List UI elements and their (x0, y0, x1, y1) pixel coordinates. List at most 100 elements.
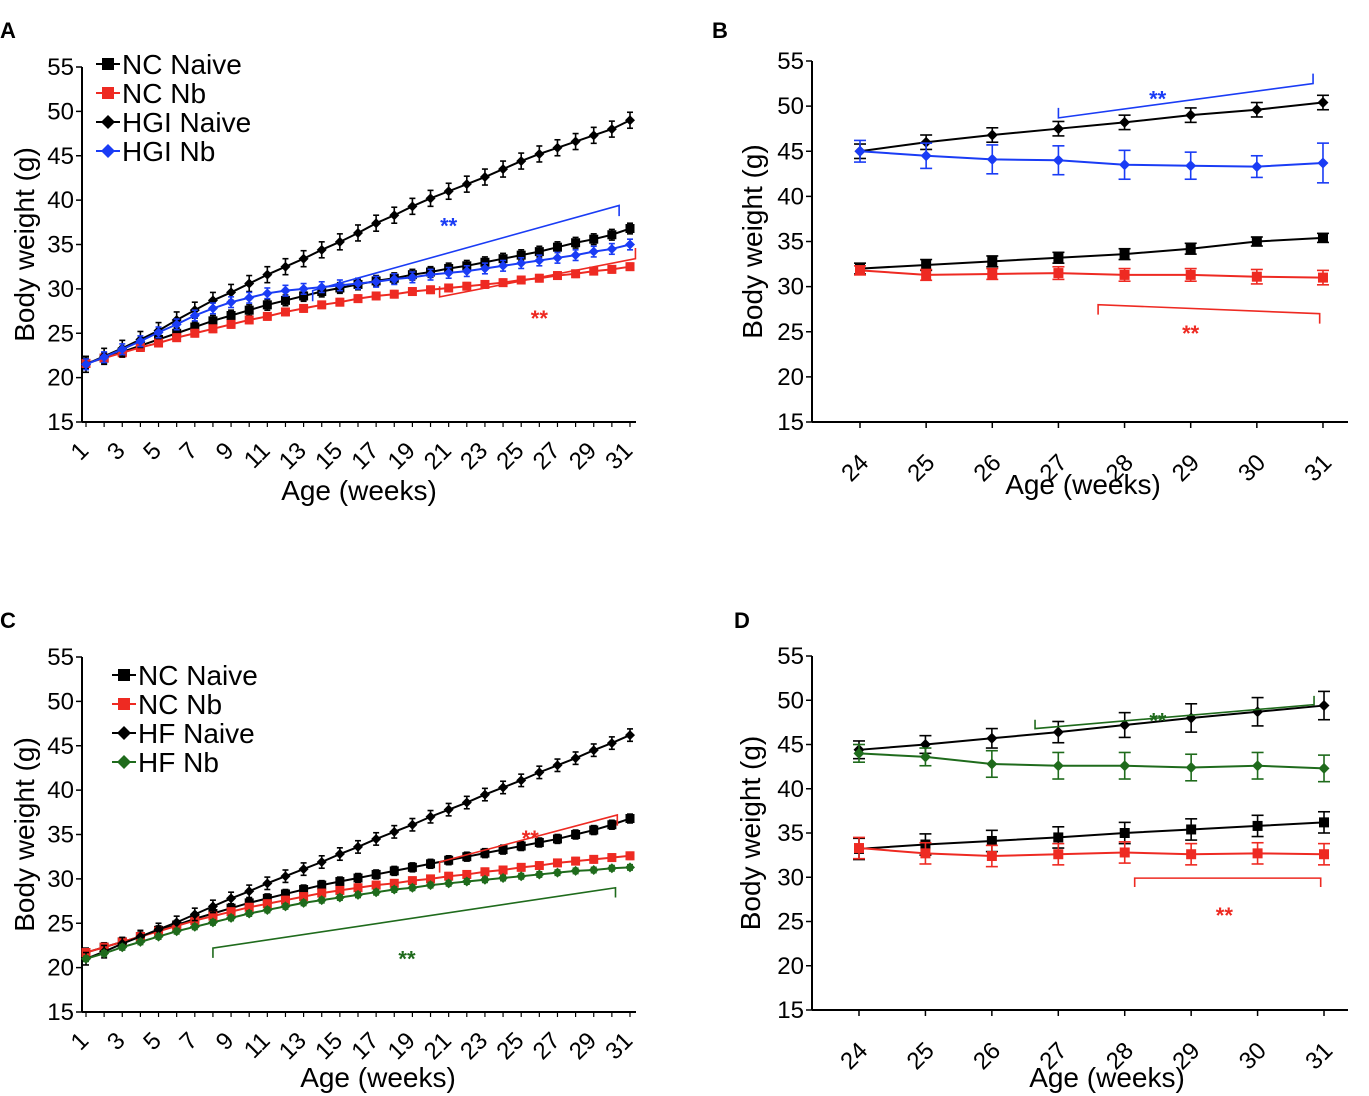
series-line (858, 752, 1325, 770)
x-tick-label: 26 (968, 1037, 1006, 1075)
significance-label: ** (440, 214, 458, 239)
data-point (371, 880, 381, 890)
data-point (607, 820, 617, 830)
x-tick-label: 19 (383, 437, 421, 475)
data-point (371, 291, 381, 301)
data-point (172, 333, 182, 343)
data-point (461, 179, 472, 190)
data-point (570, 250, 581, 261)
data-point (443, 186, 454, 197)
legend-item: HGI Nb (96, 136, 215, 167)
data-point (1317, 97, 1329, 109)
data-point (479, 874, 490, 885)
y-tick-label: 30 (777, 864, 804, 891)
x-tick-label: 24 (836, 449, 874, 487)
series-line (858, 821, 1325, 850)
x-tick-label: 13 (274, 1027, 312, 1065)
data-point (516, 250, 526, 260)
data-point (353, 294, 363, 304)
data-point (534, 767, 545, 778)
data-point (444, 871, 454, 881)
x-tick-label: 31 (1300, 1037, 1338, 1075)
data-point (625, 224, 635, 234)
data-point (1052, 123, 1064, 135)
data-point (407, 819, 418, 830)
data-point (987, 268, 998, 279)
data-point (1251, 104, 1263, 116)
significance-label: ** (1216, 903, 1234, 928)
legend-item: HGI Naive (96, 107, 251, 138)
significance-bracket (1034, 695, 1315, 730)
data-point (353, 883, 363, 893)
data-point (335, 885, 345, 895)
data-point (334, 236, 345, 247)
legend-label: NC Nb (138, 689, 222, 720)
data-point (262, 893, 272, 903)
data-point (625, 730, 635, 741)
data-point (81, 953, 91, 964)
data-point (299, 885, 309, 895)
x-tick-label: 25 (491, 437, 529, 475)
data-point (1053, 849, 1064, 860)
data-point (1317, 157, 1329, 169)
x-tick-label: 7 (175, 1027, 204, 1056)
significance-annotation: ** (212, 886, 617, 972)
data-point (480, 279, 490, 289)
x-tick-label: 31 (600, 1027, 638, 1065)
data-point (244, 908, 255, 919)
y-tick-label: 30 (777, 274, 804, 301)
significance-label: ** (1149, 87, 1167, 112)
data-point (589, 825, 599, 835)
y-tick-label: 40 (47, 187, 74, 214)
x-tick-label: 9 (211, 437, 240, 466)
data-point (1251, 161, 1263, 173)
data-point (606, 738, 617, 749)
data-point (625, 239, 635, 250)
data-point (389, 866, 399, 876)
data-point (607, 230, 617, 240)
data-point (99, 352, 110, 363)
data-point (920, 848, 931, 859)
data-point (244, 292, 255, 303)
data-point (1252, 820, 1263, 831)
y-tick-label: 20 (47, 365, 74, 392)
panel-label: C (0, 608, 16, 633)
y-axis-title: Body weight (g) (737, 144, 768, 339)
data-point (262, 300, 272, 310)
data-point (135, 936, 146, 947)
data-point (244, 305, 254, 315)
series-hgi-nb (854, 139, 1329, 184)
significance-annotation: ** (311, 204, 620, 302)
data-point (534, 255, 545, 266)
data-point (226, 907, 236, 917)
data-point (353, 227, 363, 238)
data-point (425, 811, 436, 822)
data-point (606, 863, 617, 874)
data-point (153, 931, 164, 942)
y-tick-label: 55 (47, 644, 74, 671)
data-point (1119, 719, 1131, 731)
data-point (262, 311, 272, 321)
y-tick-label: 45 (47, 733, 74, 760)
data-point (426, 874, 436, 884)
data-point (607, 264, 617, 274)
data-point (371, 887, 382, 898)
data-point (1319, 817, 1330, 828)
data-point (280, 871, 291, 882)
legend-item: NC Nb (112, 689, 222, 720)
data-point (371, 833, 382, 844)
data-point (1052, 726, 1064, 738)
data-point (207, 901, 218, 912)
data-point (462, 869, 472, 879)
x-axis-title: Age (weeks) (281, 475, 437, 506)
y-tick-label: 30 (47, 276, 74, 303)
data-point (1185, 269, 1196, 280)
data-point (920, 136, 932, 148)
data-point (207, 917, 218, 928)
data-point (1053, 252, 1064, 263)
data-point (208, 911, 218, 921)
data-point (190, 322, 200, 332)
